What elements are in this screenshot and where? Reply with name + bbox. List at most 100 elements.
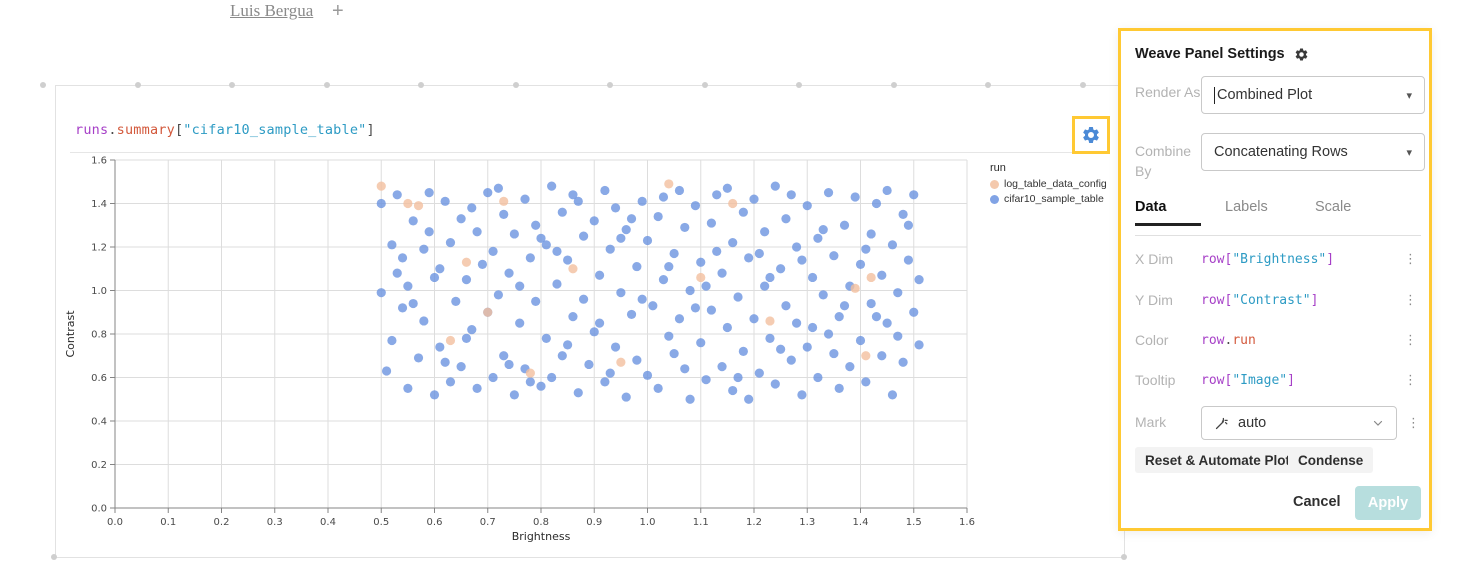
panel-resize-handle[interactable] bbox=[229, 82, 235, 88]
x-dim-expression[interactable]: row["Brightness"] bbox=[1201, 251, 1335, 267]
plot-legend: run log_table_data_config cifar10_sample… bbox=[990, 162, 1107, 208]
x-dim-row: X Dim row["Brightness"] ⋮ bbox=[1135, 247, 1421, 271]
svg-text:1.4: 1.4 bbox=[91, 199, 107, 210]
svg-text:1.6: 1.6 bbox=[91, 156, 107, 167]
panel-resize-handle[interactable] bbox=[324, 82, 330, 88]
panel-resize-handle[interactable] bbox=[51, 554, 57, 560]
mark-value: auto bbox=[1238, 415, 1267, 431]
panel-resize-handle[interactable] bbox=[1080, 82, 1086, 88]
panel-resize-handle[interactable] bbox=[796, 82, 802, 88]
color-label: Color bbox=[1135, 332, 1169, 348]
panel-resize-handle[interactable] bbox=[702, 82, 708, 88]
kebab-menu-icon[interactable]: ⋮ bbox=[1404, 372, 1417, 388]
mark-dropdown[interactable]: auto bbox=[1201, 406, 1397, 440]
panel-resize-handle[interactable] bbox=[607, 82, 613, 88]
render-as-dropdown[interactable]: Combined Plot ▾ bbox=[1201, 76, 1425, 114]
add-panel-button[interactable]: + bbox=[332, 0, 344, 22]
chevron-down-icon bbox=[1373, 420, 1383, 426]
svg-text:0.3: 0.3 bbox=[267, 517, 283, 528]
svg-text:1.3: 1.3 bbox=[799, 517, 815, 528]
header-divider bbox=[70, 152, 1110, 153]
svg-text:0.2: 0.2 bbox=[214, 517, 230, 528]
color-expression[interactable]: row.run bbox=[1201, 332, 1256, 348]
mark-label: Mark bbox=[1135, 414, 1167, 430]
svg-text:0.8: 0.8 bbox=[91, 330, 107, 341]
panel-resize-handle[interactable] bbox=[891, 82, 897, 88]
combine-by-value: Concatenating Rows bbox=[1214, 144, 1348, 160]
combine-by-dropdown[interactable]: Concatenating Rows ▾ bbox=[1201, 133, 1425, 171]
svg-text:1.0: 1.0 bbox=[91, 286, 107, 297]
svg-text:1.2: 1.2 bbox=[91, 243, 107, 254]
settings-title-text: Weave Panel Settings bbox=[1135, 46, 1285, 62]
panel-expression[interactable]: runs.summary["cifar10_sample_table"] bbox=[75, 122, 375, 138]
y-dim-row: Y Dim row["Contrast"] ⋮ bbox=[1135, 288, 1421, 312]
svg-text:0.6: 0.6 bbox=[427, 517, 443, 528]
svg-text:1.5: 1.5 bbox=[906, 517, 922, 528]
x-dim-label: X Dim bbox=[1135, 251, 1174, 267]
svg-text:0.0: 0.0 bbox=[107, 517, 123, 528]
legend-label: log_table_data_config bbox=[1004, 178, 1107, 190]
weave-panel-container bbox=[55, 85, 1125, 558]
legend-item[interactable]: log_table_data_config bbox=[990, 178, 1107, 190]
legend-swatch-blue bbox=[990, 194, 999, 204]
tab-labels[interactable]: Labels bbox=[1225, 199, 1268, 215]
tab-scale[interactable]: Scale bbox=[1315, 199, 1352, 215]
panel-resize-handle[interactable] bbox=[985, 82, 991, 88]
legend-title: run bbox=[990, 162, 1006, 174]
svg-text:0.0: 0.0 bbox=[91, 504, 107, 515]
svg-text:Brightness: Brightness bbox=[512, 530, 571, 543]
svg-text:1.6: 1.6 bbox=[959, 517, 975, 528]
y-dim-label: Y Dim bbox=[1135, 292, 1173, 308]
apply-button[interactable]: Apply bbox=[1355, 486, 1421, 520]
svg-text:1.1: 1.1 bbox=[693, 517, 709, 528]
svg-text:0.5: 0.5 bbox=[373, 517, 389, 528]
color-row: Color row.run ⋮ bbox=[1135, 328, 1421, 352]
weave-panel-settings-dialog: Weave Panel Settings Render As Combined … bbox=[1118, 28, 1432, 531]
cancel-button[interactable]: Cancel bbox=[1293, 494, 1341, 510]
panel-settings-gear-button[interactable] bbox=[1072, 116, 1110, 154]
panel-resize-handle[interactable] bbox=[40, 82, 46, 88]
svg-text:0.4: 0.4 bbox=[91, 417, 107, 428]
svg-text:0.6: 0.6 bbox=[91, 373, 107, 384]
tab-data[interactable]: Data bbox=[1135, 199, 1225, 235]
reset-automate-plot-button[interactable]: Reset & Automate Plot bbox=[1135, 447, 1301, 473]
settings-tabs: Data Labels Scale bbox=[1135, 199, 1421, 236]
kebab-menu-icon[interactable]: ⋮ bbox=[1407, 416, 1420, 431]
panel-resize-handle[interactable] bbox=[135, 82, 141, 88]
render-as-value: Combined Plot bbox=[1217, 87, 1313, 103]
scatter-plot-canvas[interactable]: 0.0 0.1 0.2 0.3 0.4 0.5 0.6 0.7 0.8 0.9 1.0 1.1 1.2 1… bbox=[60, 155, 985, 555]
gear-icon bbox=[1083, 126, 1099, 143]
svg-text:0.4: 0.4 bbox=[320, 517, 336, 528]
svg-text:1.2: 1.2 bbox=[746, 517, 762, 528]
svg-text:0.9: 0.9 bbox=[586, 517, 602, 528]
legend-label: cifar10_sample_table bbox=[1004, 193, 1104, 205]
tooltip-label: Tooltip bbox=[1135, 372, 1176, 388]
y-dim-expression[interactable]: row["Contrast"] bbox=[1201, 292, 1319, 308]
svg-text:0.7: 0.7 bbox=[480, 517, 496, 528]
kebab-menu-icon[interactable]: ⋮ bbox=[1404, 332, 1417, 348]
scatter-plot[interactable]: 0.0 0.1 0.2 0.3 0.4 0.5 0.6 0.7 0.8 0.9 1.0 1.1 1.2 1… bbox=[60, 155, 985, 555]
panel-resize-handle[interactable] bbox=[418, 82, 424, 88]
kebab-menu-icon[interactable]: ⋮ bbox=[1404, 251, 1417, 267]
panel-resize-handle[interactable] bbox=[513, 82, 519, 88]
svg-text:0.2: 0.2 bbox=[91, 460, 107, 471]
svg-text:1.4: 1.4 bbox=[853, 517, 869, 528]
chevron-down-icon: ▾ bbox=[1406, 89, 1412, 102]
svg-text:Contrast: Contrast bbox=[64, 310, 77, 358]
svg-text:0.1: 0.1 bbox=[160, 517, 176, 528]
panel-resize-handle[interactable] bbox=[1121, 554, 1127, 560]
tooltip-expression[interactable]: row["Image"] bbox=[1201, 372, 1295, 388]
kebab-menu-icon[interactable]: ⋮ bbox=[1404, 292, 1417, 308]
breadcrumb-user-link[interactable]: Luis Bergua bbox=[230, 1, 314, 20]
render-as-label: Render As bbox=[1135, 84, 1201, 100]
legend-item[interactable]: cifar10_sample_table bbox=[990, 193, 1107, 205]
text-cursor bbox=[1214, 86, 1215, 104]
legend-swatch-peach bbox=[990, 179, 999, 189]
condense-button[interactable]: Condense bbox=[1288, 447, 1374, 473]
chevron-down-icon: ▾ bbox=[1406, 146, 1412, 159]
svg-text:1.0: 1.0 bbox=[640, 517, 656, 528]
tooltip-row: Tooltip row["Image"] ⋮ bbox=[1135, 368, 1421, 392]
gear-icon[interactable] bbox=[1294, 47, 1309, 62]
combine-by-label: Combine By bbox=[1135, 143, 1192, 179]
settings-title: Weave Panel Settings bbox=[1135, 46, 1309, 62]
